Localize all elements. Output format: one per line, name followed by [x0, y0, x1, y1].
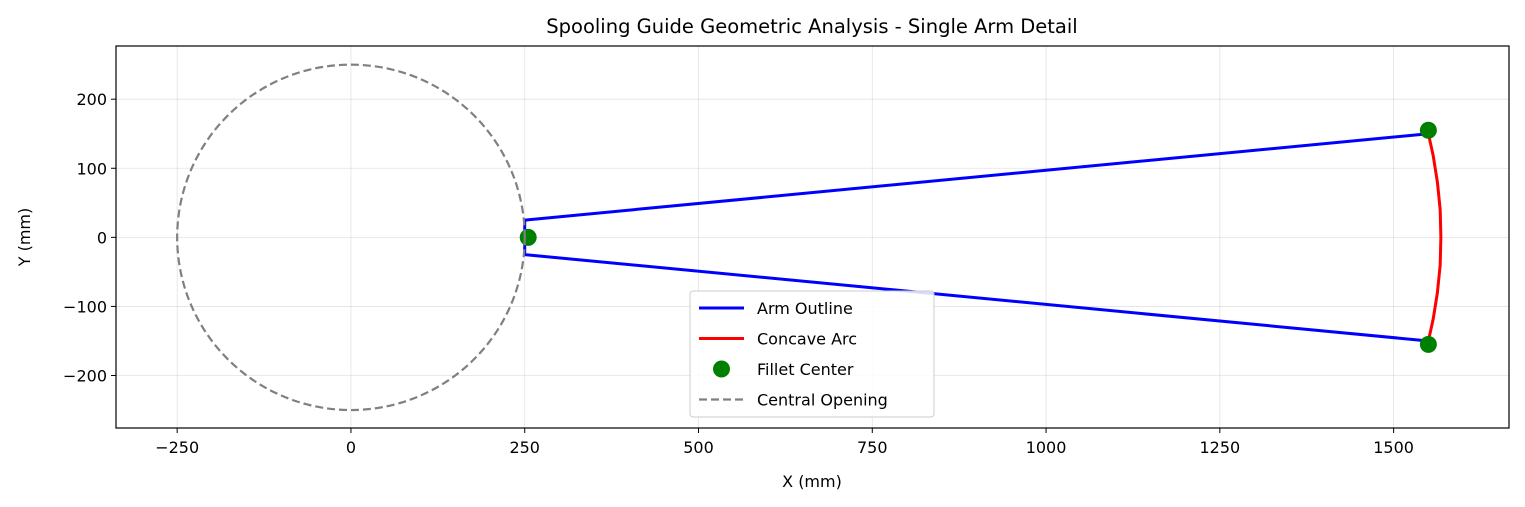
legend-label-concave-arc: Concave Arc: [757, 330, 857, 349]
fillet-center-point-2: [1419, 335, 1437, 353]
x-tick-label-6: 1250: [1199, 438, 1240, 457]
central-opening-circle: [176, 63, 526, 412]
fillet-center-point-0: [519, 228, 537, 246]
y-tick-label-2: 0: [97, 228, 107, 247]
chart-title: Spooling Guide Geometric Analysis - Sing…: [546, 15, 1077, 38]
data-layer: [176, 63, 1443, 412]
x-tick-label-0: −250: [155, 438, 199, 457]
x-tick-label-3: 500: [683, 438, 714, 457]
plot-area: −250 0 250 500 750 1000 1250 1500 −200 −100 0 100 20…: [63, 45, 1510, 457]
legend-label-arm-outline: Arm Outline: [757, 299, 853, 318]
y-tick-label-0: −200: [63, 367, 107, 386]
legend-label-central-opening: Central Opening: [757, 391, 888, 410]
fillet-center-point-1: [1419, 121, 1437, 139]
y-tick-label-4: 200: [76, 90, 107, 109]
x-axis-label: X (mm): [782, 472, 842, 491]
legend-label-fillet-center: Fillet Center: [757, 360, 854, 379]
concave-arc-line: [1426, 133, 1443, 342]
x-tick-label-4: 750: [857, 438, 888, 457]
legend-marker-fillet-center: [713, 360, 730, 378]
y-tick-label-3: 100: [76, 159, 107, 178]
x-tick-label-2: 250: [509, 438, 540, 457]
legend: Arm Outline Concave Arc Fillet Center Centr…: [689, 290, 935, 418]
y-axis-label: Y (mm): [15, 208, 34, 268]
x-tick-label-5: 1000: [1026, 438, 1067, 457]
x-tick-label-7: 1500: [1373, 438, 1414, 457]
legend-box: [689, 290, 935, 418]
x-tick-label-1: 0: [346, 438, 356, 457]
y-tick-label-1: −100: [63, 297, 107, 316]
